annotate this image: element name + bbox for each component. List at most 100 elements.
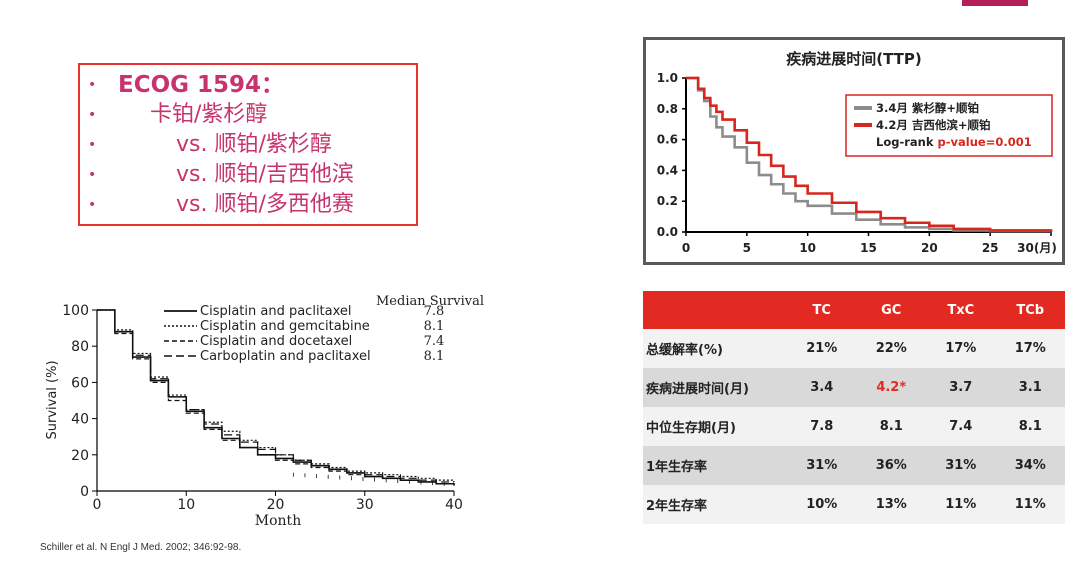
row-label: 疾病进展时间(月): [643, 368, 787, 407]
row-label: 总缓解率(%): [643, 329, 787, 368]
legend-series-name: Cisplatin and paclitaxel: [200, 304, 352, 319]
ttp-x-tick-label: 25: [982, 241, 999, 255]
table-cell: 31%: [787, 446, 857, 485]
survival-x-tick-label: 30: [356, 497, 374, 513]
results-table: TC GC TxC TCb 总缓解率(%) 21% 22% 17% 17% 疾病…: [643, 291, 1065, 524]
table-row: 2年生存率 10% 13% 11% 11%: [643, 485, 1065, 524]
survival-x-tick-label: 20: [267, 497, 285, 513]
ttp-series-paclitaxel-line: [686, 76, 1053, 233]
survival-x-tick-label: 40: [445, 497, 463, 513]
survival-chart: 0 10 20 30 40 0 20 40 60 80 100 Median Survival Cis…: [45, 294, 484, 529]
row-label: 1年生存率: [643, 446, 787, 485]
table-header-cell: GC: [856, 291, 926, 329]
table-cell: 8.1: [856, 407, 926, 446]
table-header-row: TC GC TxC TCb: [643, 291, 1065, 329]
bullet-icon: •: [88, 77, 97, 93]
ttp-chart-panel: 疾病进展时间(TTP) 0 5 10 15 20 25 30(月) 0.0 0.2 0.4 0.6 0…: [643, 37, 1065, 265]
corner-tab-decoration: [962, 0, 1028, 6]
legend-median-value: 8.1: [424, 319, 445, 334]
legend-median-value: 7.8: [424, 304, 445, 319]
table-cell: 8.1: [995, 407, 1065, 446]
table-row: 中位生存期(月) 7.8 8.1 7.4 8.1: [643, 407, 1065, 446]
table-cell: 10%: [787, 485, 857, 524]
survival-series-line-4: [97, 309, 454, 483]
legend-median-value: 7.4: [424, 334, 445, 349]
table-cell: 11%: [995, 485, 1065, 524]
ttp-x-tick-label: 30(月): [1017, 241, 1057, 255]
legend-stat-value: p-value=0.001: [938, 135, 1032, 149]
ttp-chart-title: 疾病进展时间(TTP): [786, 50, 922, 68]
ttp-x-tick-label: 5: [743, 241, 751, 255]
table-cell: 13%: [856, 485, 926, 524]
citation: Schiller et al. N Engl J Med. 2002; 346:…: [40, 542, 242, 553]
table-cell: 36%: [856, 446, 926, 485]
table-cell: 31%: [926, 446, 996, 485]
table-row: 疾病进展时间(月) 3.4 4.2* 3.7 3.1: [643, 368, 1065, 407]
legend-header: Median Survival: [376, 294, 484, 309]
survival-y-tick-label: 20: [71, 448, 89, 464]
survival-legend: Median Survival Cisplatin and paclitaxel 7…: [164, 294, 484, 364]
legend-entry-paclitaxel: 3.4月 紫杉醇+顺铂: [876, 101, 979, 115]
survival-y-label: Survival (%): [45, 360, 60, 439]
survival-x-label: Month: [255, 513, 301, 529]
ttp-y-tick-label: 1.0: [657, 71, 678, 85]
ttp-y-tick-label: 0.4: [657, 163, 678, 177]
survival-y-tick-label: 0: [80, 484, 89, 500]
ecog-arm-label: vs. 顺铂/紫杉醇: [176, 132, 332, 157]
table-cell: 3.7: [926, 368, 996, 407]
survival-x-tick-label: 10: [177, 497, 195, 513]
legend-series-name: Cisplatin and docetaxel: [200, 334, 352, 349]
bullet-icon: •: [88, 137, 97, 153]
ttp-series-lines: [686, 76, 1053, 233]
ttp-y-tick-label: 0.6: [657, 133, 678, 147]
table-row: 总缓解率(%) 21% 22% 17% 17%: [643, 329, 1065, 368]
table-cell-highlight: 4.2*: [856, 368, 926, 407]
bullet-icon: •: [88, 167, 97, 183]
table-cell: 17%: [926, 329, 996, 368]
ttp-legend: 3.4月 紫杉醇+顺铂 4.2月 吉西他滨+顺铂 Log-rank p-valu…: [845, 94, 1053, 157]
ecog-arm-label: vs. 顺铂/吉西他滨: [176, 162, 354, 187]
legend-stat: Log-rank p-value=0.001: [876, 135, 1032, 149]
table-cell: 3.1: [995, 368, 1065, 407]
survival-y-tick-label: 60: [71, 375, 89, 391]
ecog-arm-label: 卡铂/紫杉醇: [150, 102, 268, 127]
legend-series-name: Cisplatin and gemcitabine: [200, 319, 370, 334]
legend-entry-gemcitabine: 4.2月 吉西他滨+顺铂: [876, 118, 991, 132]
ttp-x-tick-label: 15: [860, 241, 877, 255]
row-label: 2年生存率: [643, 485, 787, 524]
table-header-cell: TC: [787, 291, 857, 329]
table-header-cell: [643, 291, 787, 329]
table-cell: 22%: [856, 329, 926, 368]
ttp-series-gemcitabine-line: [686, 76, 1053, 232]
ttp-chart: 疾病进展时间(TTP) 0 5 10 15 20 25 30(月)0.00.20.40.60…: [657, 50, 1057, 255]
table-cell: 17%: [995, 329, 1065, 368]
survival-y-tick-label: 40: [71, 412, 89, 428]
table-cell: 7.8: [787, 407, 857, 446]
survival-y-tick-label: 80: [71, 339, 89, 355]
table-header-cell: TxC: [926, 291, 996, 329]
ttp-axes: 0 5 10 15 20 25 30(月) 0.0 0.2 0.4 0.6 0.8 1.0: [657, 71, 1057, 255]
legend-median-value: 8.1: [424, 349, 445, 364]
table-cell: 11%: [926, 485, 996, 524]
table-header-cell: TCb: [995, 291, 1065, 329]
ttp-y-tick-label: 0.2: [657, 194, 678, 208]
survival-series-line-2: [97, 309, 455, 482]
legend-box: [845, 94, 1053, 157]
table-cell: 21%: [787, 329, 857, 368]
legend-series-name: Carboplatin and paclitaxel: [200, 349, 371, 364]
ecog-1594-box: • ECOG 1594： • 卡铂/紫杉醇 • vs. 顺铂/紫杉醇 • vs.…: [78, 63, 418, 226]
row-label: 中位生存期(月): [643, 407, 787, 446]
ttp-x-tick-label: 10: [799, 241, 816, 255]
table-cell: 7.4: [926, 407, 996, 446]
table-cell: 3.4: [787, 368, 857, 407]
legend-stat-label: Log-rank: [876, 135, 938, 149]
bullet-icon: •: [88, 107, 97, 123]
survival-x-tick-label: 0: [93, 497, 102, 513]
survival-series-lines: [97, 309, 455, 486]
ttp-x-tick-label: 20: [921, 241, 938, 255]
table-row: 1年生存率 31% 36% 31% 34%: [643, 446, 1065, 485]
survival-y-tick-label: 100: [62, 303, 89, 319]
ttp-x-tick-label: 0: [682, 241, 690, 255]
ecog-arm-label: vs. 顺铂/多西他赛: [176, 192, 354, 217]
bullet-icon: •: [88, 197, 97, 213]
